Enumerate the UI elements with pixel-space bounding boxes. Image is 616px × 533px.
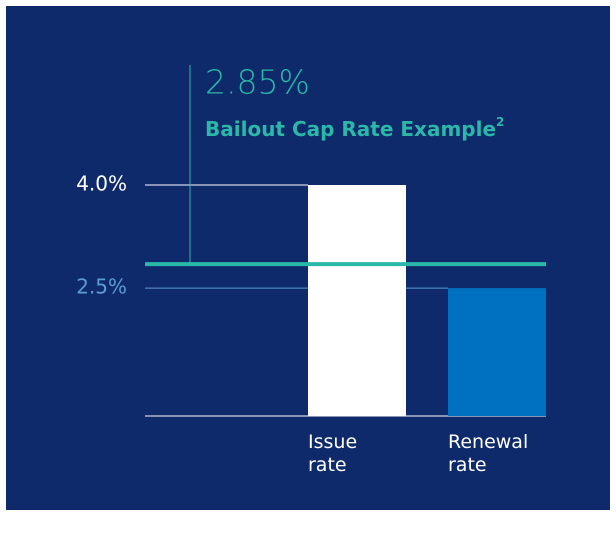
reference-text: Bailout Cap Rate Example2 [205,115,504,141]
reference-footnote: 2 [496,115,504,129]
y-tick-label: 2.5% [76,275,127,299]
reference-text-main: Bailout Cap Rate Example [205,117,496,141]
x-tick-label: Renewal rate [448,431,529,476]
bar [308,185,406,416]
reference-value-label: 2.85% [205,63,310,102]
y-tick-label: 4.0% [76,172,127,196]
bar [448,288,546,416]
x-tick-label: Issue rate [308,431,358,476]
